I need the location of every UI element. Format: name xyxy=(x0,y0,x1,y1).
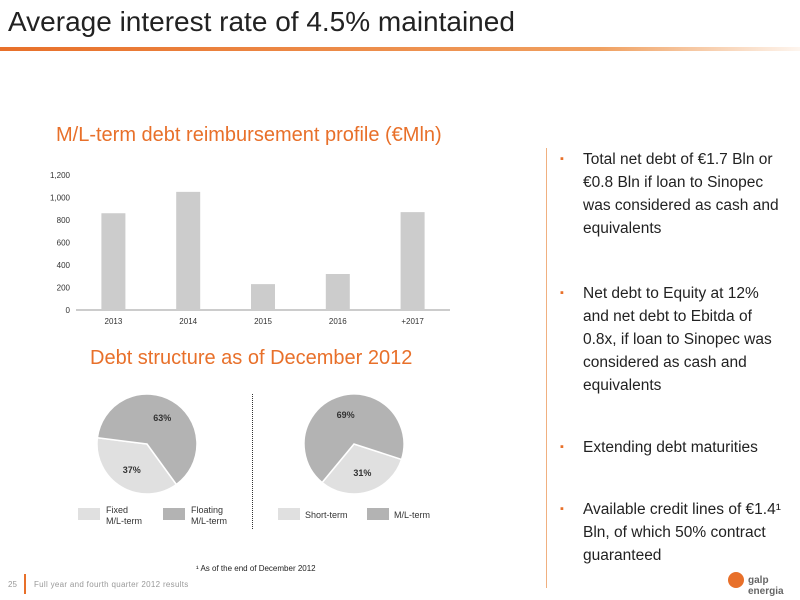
bar-2013 xyxy=(101,213,126,310)
footnote: ¹ As of the end of December 2012 xyxy=(196,564,316,573)
pie-slice-m-l-term xyxy=(303,393,405,484)
pie-value-label: 37% xyxy=(123,465,141,475)
bar-chart: 0 200 400 600 800 1,000 1,200 2013 2014 2015 2016 +… xyxy=(50,171,450,326)
y-tick-label: 200 xyxy=(57,284,71,293)
bar-2015 xyxy=(251,284,275,310)
bar-+2017 xyxy=(400,212,425,310)
legend-line: Fixed xyxy=(106,505,129,515)
legend-swatch-short-term xyxy=(278,508,300,520)
pie-value-label: 31% xyxy=(353,468,371,478)
x-tick-label: 2014 xyxy=(179,317,197,326)
pie-chart-debt-term: 31% 69% xyxy=(303,393,405,495)
y-tick-label: 600 xyxy=(57,239,71,248)
y-tick-label: 0 xyxy=(66,306,71,315)
legend-line: M/L-term xyxy=(106,516,142,526)
legend-label-fixed: Fixed M/L-term xyxy=(106,505,142,527)
pie-slice-fixed-m-l-term xyxy=(96,436,178,495)
legend-label-floating: Floating M/L-term xyxy=(191,505,227,527)
legend-swatch-fixed xyxy=(78,508,100,520)
legend-line: M/L-term xyxy=(191,516,227,526)
y-tick-label: 800 xyxy=(57,216,71,225)
x-tick-label: 2015 xyxy=(254,317,272,326)
bullet-marker: ▪ xyxy=(560,153,564,165)
bullet-text-2: Net debt to Equity at 12% and net debt t… xyxy=(583,285,772,394)
legend-swatch-floating xyxy=(163,508,185,520)
bullet-marker: ▪ xyxy=(560,287,564,299)
legend-label-short-term: Short-term xyxy=(305,510,348,520)
pie-section-title: Debt structure as of December 2012 xyxy=(90,347,413,369)
x-tick-label: 2016 xyxy=(329,317,347,326)
page-number: 25 xyxy=(8,580,17,589)
pie-divider xyxy=(252,394,253,529)
title-underline xyxy=(0,47,800,51)
bullet-text-3: Extending debt maturities xyxy=(583,439,758,456)
y-tick-label: 1,000 xyxy=(50,194,71,203)
legend-swatch-ml-term xyxy=(367,508,389,520)
y-tick-label: 400 xyxy=(57,261,71,270)
page-title: Average interest rate of 4.5% maintained xyxy=(8,6,515,37)
pie-slice-floating-m-l-term xyxy=(96,393,198,486)
footer-text: Full year and fourth quarter 2012 result… xyxy=(34,580,189,589)
bullet-marker: ▪ xyxy=(560,503,564,515)
pie-value-label: 63% xyxy=(153,413,171,423)
column-divider xyxy=(546,148,547,588)
legend-line: Floating xyxy=(191,505,224,515)
pie-slice-short-term xyxy=(321,443,403,495)
legend-label-ml-term: M/L-term xyxy=(394,510,430,520)
y-tick-label: 1,200 xyxy=(50,171,71,180)
pie-value-label: 69% xyxy=(337,410,355,420)
bar-2016 xyxy=(325,274,350,310)
x-tick-label: +2017 xyxy=(401,317,424,326)
bullet-marker: ▪ xyxy=(560,441,564,453)
bar-chart-title: M/L-term debt reimbursement profile (€Ml… xyxy=(56,124,442,146)
bullet-text-4: Available credit lines of €1.4¹ Bln, of … xyxy=(583,501,781,564)
pie-chart-ml-term: 37% 63% xyxy=(96,393,198,495)
bullet-text-1: Total net debt of €1.7 Bln or €0.8 Bln i… xyxy=(583,151,779,237)
logo-text: galp energia xyxy=(748,575,784,597)
footer-divider xyxy=(24,574,26,594)
bar-2014 xyxy=(176,191,201,310)
logo-icon xyxy=(728,572,744,588)
x-tick-label: 2013 xyxy=(105,317,123,326)
